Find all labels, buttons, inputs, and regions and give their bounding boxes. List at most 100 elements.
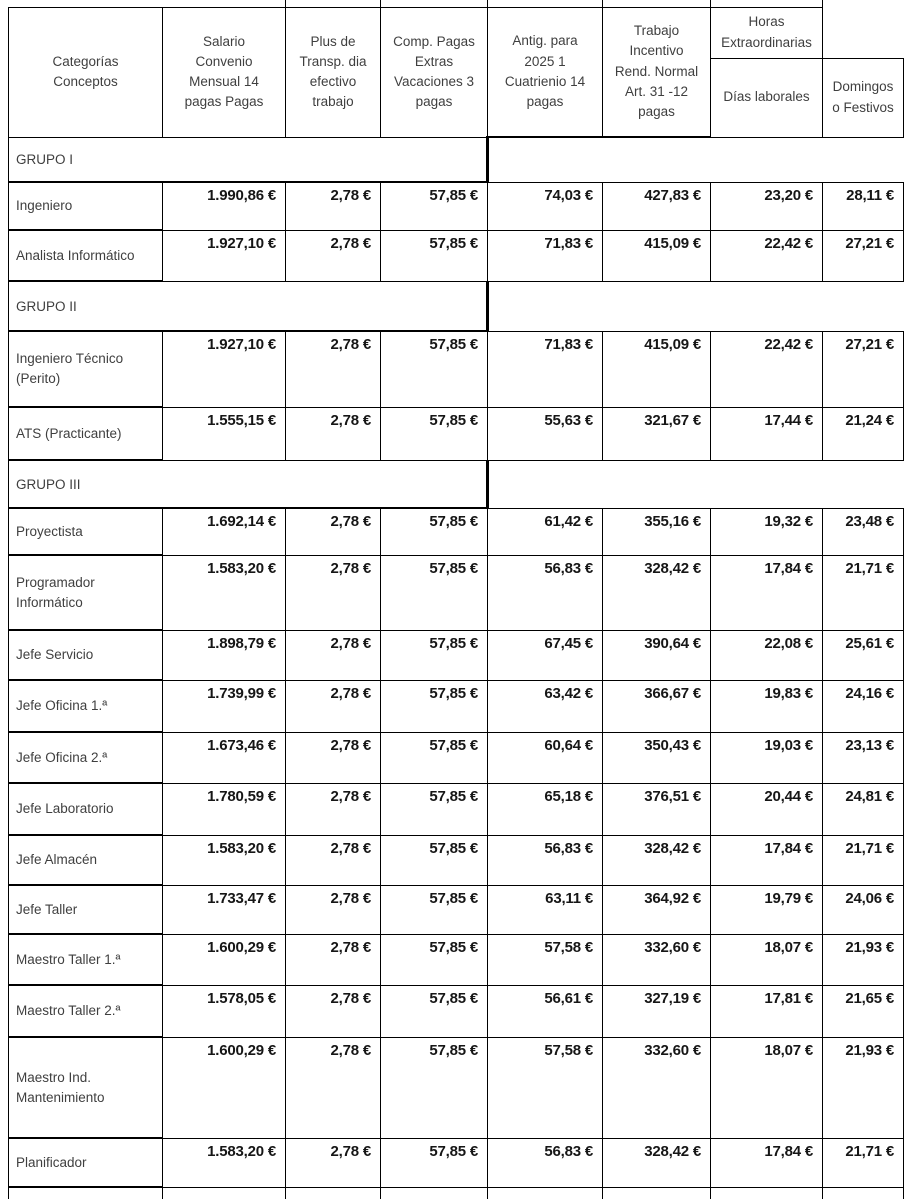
value-cell: 57,85 €	[380, 181, 488, 231]
value-cell: 21,71 €	[822, 834, 904, 886]
table-header: Categorías Conceptos Salario Convenio Me…	[8, 0, 904, 138]
value-cell: 57,85 €	[380, 330, 488, 408]
top-stub-cell	[710, 0, 823, 7]
value-cell: 67,45 €	[487, 629, 603, 681]
value-cell: 2,78 €	[285, 554, 381, 631]
bottom-stub-cell	[710, 1187, 823, 1199]
value-cell: 2,78 €	[285, 629, 381, 681]
salary-table: Categorías Conceptos Salario Convenio Me…	[8, 0, 904, 1199]
value-cell: 60,64 €	[487, 731, 603, 784]
value-cell: 57,85 €	[380, 554, 488, 631]
top-edge-stub-row	[9, 0, 904, 7]
value-cell: 57,85 €	[380, 1036, 488, 1139]
header-plus-transporte: Plus de Transp. dia efectivo trabajo	[285, 6, 381, 138]
header-horas-extraordinarias: Horas Extraordinarias	[710, 6, 823, 59]
group-label-cell: GRUPO III	[8, 459, 489, 509]
value-cell: 2,78 €	[285, 834, 381, 886]
category-cell: ATS (Practicante)	[8, 406, 163, 461]
group-filler-cell	[488, 281, 904, 331]
data-row: Planificador 1.583,20 €2,78 €57,85 €56,83…	[8, 1137, 904, 1188]
data-row: Jefe Oficina 1.ª 1.739,99 €2,78 €57,85 €6…	[8, 679, 904, 733]
value-cell: 17,81 €	[710, 984, 823, 1038]
value-cell: 55,63 €	[487, 406, 603, 461]
bottom-stub-cell	[8, 1187, 163, 1199]
value-cell: 366,67 €	[602, 679, 711, 733]
value-cell: 321,67 €	[602, 406, 711, 461]
value-cell: 17,84 €	[710, 834, 823, 886]
top-stub-cell	[380, 0, 488, 7]
bottom-stub-cell	[822, 1187, 904, 1199]
value-cell: 1.927,10 €	[162, 330, 286, 408]
value-cell: 332,60 €	[602, 1036, 711, 1139]
value-cell: 57,85 €	[380, 406, 488, 461]
category-cell: Jefe Oficina 2.ª	[8, 731, 163, 784]
value-cell: 376,51 €	[602, 782, 711, 836]
value-cell: 17,84 €	[710, 554, 823, 631]
bottom-stub-cell	[602, 1187, 711, 1199]
value-cell: 61,42 €	[487, 507, 603, 556]
category-cell: Jefe Servicio	[8, 629, 163, 681]
value-cell: 57,58 €	[487, 933, 603, 986]
top-stub-cell	[487, 0, 603, 7]
value-cell: 24,81 €	[822, 782, 904, 836]
value-cell: 1.927,10 €	[162, 229, 286, 282]
data-row: ATS (Practicante) 1.555,15 €2,78 €57,85 €…	[8, 406, 904, 461]
value-cell: 57,85 €	[380, 679, 488, 733]
header-row-1: Categorías Conceptos Salario Convenio Me…	[8, 6, 904, 138]
group-row: GRUPO I	[8, 136, 904, 183]
bottom-edge-stub-row	[8, 1187, 904, 1199]
group-label-cell: GRUPO I	[8, 136, 489, 183]
value-cell: 22,42 €	[710, 229, 823, 282]
group-row: GRUPO II	[8, 280, 904, 332]
value-cell: 1.739,99 €	[162, 679, 286, 733]
value-cell: 21,24 €	[822, 406, 904, 461]
value-cell: 57,85 €	[380, 629, 488, 681]
value-cell: 21,93 €	[822, 1036, 904, 1139]
value-cell: 427,83 €	[602, 181, 711, 231]
value-cell: 355,16 €	[602, 507, 711, 556]
category-cell: Programador Informático	[8, 554, 163, 631]
header-dias-laborales: Días laborales	[710, 57, 823, 138]
value-cell: 1.600,29 €	[162, 933, 286, 986]
data-row: Jefe Oficina 2.ª 1.673,46 €2,78 €57,85 €6…	[8, 731, 904, 784]
data-row: Jefe Almacén 1.583,20 €2,78 €57,85 €56,83…	[8, 834, 904, 886]
value-cell: 27,21 €	[822, 229, 904, 282]
top-stub-cell	[822, 0, 904, 7]
value-cell: 20,44 €	[710, 782, 823, 836]
data-row: Maestro Ind. Mantenimiento 1.600,29 €2,78…	[8, 1036, 904, 1139]
value-cell: 19,79 €	[710, 884, 823, 935]
value-cell: 1.583,20 €	[162, 1137, 286, 1188]
data-row: Analista Informático 1.927,10 €2,78 €57,8…	[8, 229, 904, 282]
value-cell: 57,85 €	[380, 984, 488, 1038]
value-cell: 27,21 €	[822, 330, 904, 408]
bottom-stub-cell	[487, 1187, 603, 1199]
value-cell: 328,42 €	[602, 1137, 711, 1188]
value-cell: 63,42 €	[487, 679, 603, 733]
data-row: Jefe Servicio 1.898,79 €2,78 €57,85 €67,4…	[8, 629, 904, 681]
group-filler-cell	[488, 137, 904, 182]
value-cell: 56,83 €	[487, 1137, 603, 1188]
value-cell: 57,85 €	[380, 507, 488, 556]
value-cell: 2,78 €	[285, 984, 381, 1038]
value-cell: 19,83 €	[710, 679, 823, 733]
value-cell: 1.692,14 €	[162, 507, 286, 556]
value-cell: 328,42 €	[602, 834, 711, 886]
value-cell: 25,61 €	[822, 629, 904, 681]
value-cell: 71,83 €	[487, 229, 603, 282]
value-cell: 415,09 €	[602, 330, 711, 408]
value-cell: 57,85 €	[380, 1137, 488, 1188]
value-cell: 1.578,05 €	[162, 984, 286, 1038]
top-stub-cell	[602, 0, 711, 7]
value-cell: 21,71 €	[822, 1137, 904, 1188]
value-cell: 1.555,15 €	[162, 406, 286, 461]
data-row: Programador Informático 1.583,20 €2,78 €5…	[8, 554, 904, 631]
value-cell: 2,78 €	[285, 679, 381, 733]
header-antiguedad: Antig. para 2025 1 Cuatrienio 14 pagas	[487, 6, 603, 138]
value-cell: 415,09 €	[602, 229, 711, 282]
value-cell: 2,78 €	[285, 1036, 381, 1139]
value-cell: 17,84 €	[710, 1137, 823, 1188]
value-cell: 65,18 €	[487, 782, 603, 836]
value-cell: 57,58 €	[487, 1036, 603, 1139]
table-body: GRUPO I Ingeniero 1.990,86 €2,78 €57,85 €7…	[8, 136, 904, 1199]
